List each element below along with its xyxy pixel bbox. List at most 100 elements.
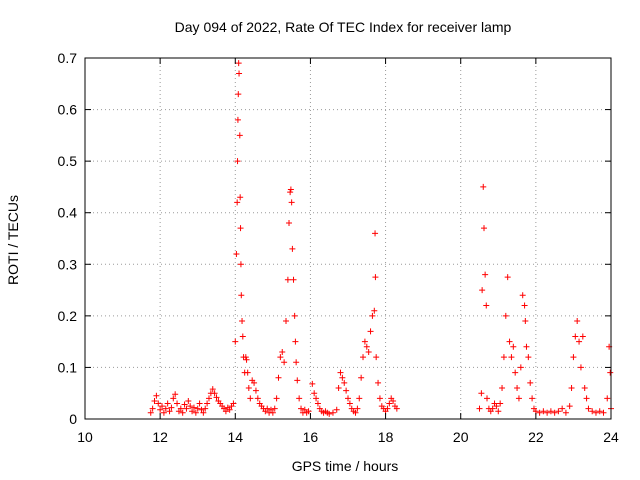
data-point: [508, 354, 515, 361]
data-point: [239, 333, 246, 340]
data-point: [238, 292, 245, 299]
data-point: [286, 220, 293, 227]
x-tick-label: 16: [303, 429, 319, 445]
data-point: [581, 385, 588, 392]
data-point: [164, 400, 171, 407]
data-point: [373, 354, 380, 361]
data-point: [341, 379, 348, 386]
data-point: [502, 312, 509, 319]
data-points: [147, 60, 614, 417]
data-point: [514, 385, 521, 392]
data-point: [583, 395, 590, 402]
data-point: [510, 343, 517, 350]
data-point: [157, 406, 164, 413]
data-point: [185, 397, 192, 404]
data-point: [209, 386, 216, 393]
x-tick-labels: 10 12 14 16 18 20 22 24: [77, 429, 619, 445]
data-point: [529, 395, 536, 402]
data-point: [290, 276, 297, 283]
y-tick-label: 0: [69, 411, 77, 427]
data-point: [369, 312, 376, 319]
data-point: [160, 409, 167, 416]
data-point: [480, 183, 487, 190]
data-point: [281, 359, 288, 366]
data-point: [576, 338, 583, 345]
data-point: [179, 409, 186, 416]
data-point: [376, 395, 383, 402]
data-point: [192, 409, 199, 416]
data-point: [234, 199, 241, 206]
data-point: [525, 354, 532, 361]
data-point: [489, 405, 496, 412]
data-point: [363, 343, 370, 350]
data-point: [540, 408, 547, 415]
data-point: [287, 189, 294, 196]
x-axis-label: GPS time / hours: [292, 458, 399, 474]
data-point: [230, 400, 237, 407]
data-point: [288, 199, 295, 206]
data-point: [293, 359, 300, 366]
data-point: [237, 261, 244, 268]
data-point: [339, 374, 346, 381]
data-point: [267, 406, 274, 413]
data-point: [198, 406, 205, 413]
y-tick-label: 0.5: [58, 153, 78, 169]
data-point: [361, 338, 368, 345]
data-point: [313, 395, 320, 402]
data-point: [166, 408, 173, 415]
data-point: [343, 387, 350, 394]
data-point: [204, 400, 211, 407]
data-point: [356, 395, 363, 402]
tick-marks: [84, 57, 612, 420]
data-point: [346, 400, 353, 407]
data-point: [337, 369, 344, 376]
data-point: [483, 302, 490, 309]
data-point: [172, 391, 179, 398]
data-point: [499, 385, 506, 392]
data-point: [358, 374, 365, 381]
data-point: [244, 369, 251, 376]
data-point: [237, 194, 244, 201]
data-point: [522, 318, 529, 325]
y-tick-labels: 0 0.1 0.2 0.3 0.4 0.5 0.6 0.7: [58, 50, 78, 427]
data-point: [365, 348, 372, 355]
data-point: [360, 354, 367, 361]
data-point: [579, 333, 586, 340]
data-point: [390, 397, 397, 404]
data-point: [189, 408, 196, 415]
data-point: [194, 405, 201, 412]
data-point: [568, 385, 575, 392]
data-point: [247, 395, 254, 402]
data-point: [512, 369, 519, 376]
data-point: [305, 408, 312, 415]
data-point: [600, 409, 607, 416]
y-tick-label: 0.1: [58, 359, 78, 375]
data-point: [151, 397, 158, 404]
data-point: [484, 395, 491, 402]
data-point: [497, 400, 504, 407]
y-tick-label: 0.7: [58, 50, 78, 66]
data-point: [271, 405, 278, 412]
data-point: [294, 377, 301, 384]
data-point: [242, 354, 249, 361]
data-point: [205, 395, 212, 402]
data-point: [183, 405, 190, 412]
data-point: [149, 405, 156, 412]
data-point: [147, 409, 154, 416]
x-tick-label: 22: [528, 429, 544, 445]
x-tick-label: 20: [453, 429, 469, 445]
data-point: [284, 276, 291, 283]
data-point: [515, 395, 522, 402]
data-point: [245, 385, 252, 392]
data-point: [500, 354, 507, 361]
data-point: [476, 405, 483, 412]
data-point: [314, 400, 321, 407]
data-point: [311, 390, 318, 397]
data-point: [170, 395, 177, 402]
x-tick-label: 10: [77, 429, 93, 445]
data-point: [371, 307, 378, 314]
data-point: [298, 405, 305, 412]
data-point: [235, 60, 242, 67]
data-point: [153, 392, 160, 399]
axes: [84, 57, 612, 420]
